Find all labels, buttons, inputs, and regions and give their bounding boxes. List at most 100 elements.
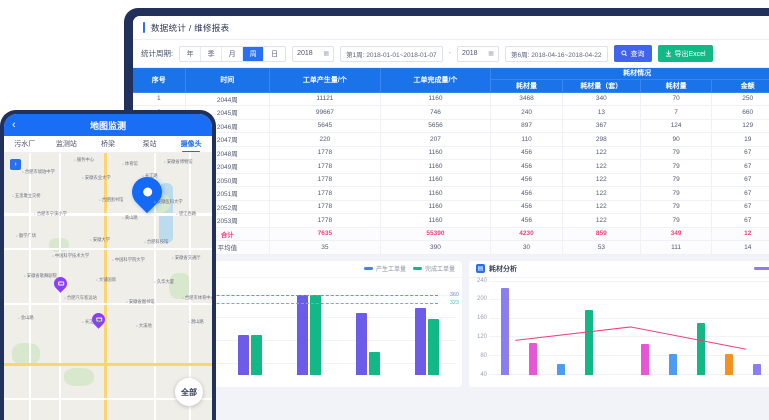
bar-3[interactable]: [557, 364, 565, 375]
all-filter-button[interactable]: 全部: [175, 378, 203, 406]
bar-2[interactable]: [529, 342, 537, 375]
bar-8[interactable]: [697, 323, 705, 375]
table-row: 1 2044周 11121 1160 3468 340 70 250: [133, 92, 769, 106]
tab-sewage-plant[interactable]: 污水厂: [14, 141, 36, 148]
period-segmented-control[interactable]: 年 季 月 周 日: [179, 45, 287, 62]
camera-marker-1[interactable]: [51, 274, 70, 294]
chevron-right-icon[interactable]: ›: [10, 159, 21, 170]
map-poi-label: 安徽大学: [90, 237, 110, 243]
th-time[interactable]: 时间: [185, 68, 271, 93]
breadcrumb: 数据统计 / 维修报表: [133, 16, 769, 40]
cell-3: 390: [380, 240, 492, 255]
bar-pair[interactable]: [296, 282, 321, 375]
tab-monitor-station[interactable]: 监测站: [55, 141, 77, 148]
cell-2: 1778: [269, 159, 381, 174]
bar-7[interactable]: [669, 353, 677, 375]
map-green-area: [64, 368, 94, 386]
bar-9[interactable]: [725, 354, 733, 375]
mobile-header: ‹ 地图监测: [4, 114, 212, 136]
bar-产生工单量[interactable]: [355, 312, 367, 375]
map-poi-label: 金山路: [18, 315, 34, 321]
th-sub-2[interactable]: 耗材量（套）: [562, 79, 641, 93]
tab-pump-station[interactable]: 泵站: [142, 141, 157, 148]
bar-6[interactable]: [641, 344, 649, 375]
bar-产生工单量[interactable]: [414, 308, 426, 375]
period-option-year[interactable]: 年: [180, 46, 202, 61]
end-year-value: 2018: [461, 50, 478, 57]
bar-产生工单量[interactable]: [296, 294, 308, 375]
th-completed[interactable]: 工单完成量/个: [380, 68, 492, 93]
end-week-range[interactable]: 第6周: 2018-04-16~2018-04-22: [504, 45, 608, 62]
period-option-month[interactable]: 月: [222, 46, 244, 61]
y-tick-120: 120: [476, 333, 487, 340]
y-axis: 40 80 120 160 200 240: [469, 278, 489, 378]
legend-completed[interactable]: 完成工单量: [412, 264, 455, 273]
period-option-quarter[interactable]: 季: [201, 46, 223, 61]
bar-1[interactable]: [501, 287, 509, 375]
consumable-chart-legend: [754, 267, 769, 270]
bar-产生工单量[interactable]: [238, 334, 250, 375]
table-row: 102053周177811604561227967: [133, 213, 769, 228]
legend-created[interactable]: 产生工单量: [363, 264, 406, 273]
cell-4: 4230: [490, 227, 563, 241]
cell-2: 7635: [269, 227, 381, 241]
start-week-range[interactable]: 第1周: 2018-01-01~2018-01-07: [340, 45, 443, 62]
cell-0: 1: [133, 92, 186, 106]
bar-10[interactable]: [753, 363, 761, 375]
start-year-picker[interactable]: 2018 ▦: [292, 45, 335, 62]
bar-pair[interactable]: [238, 282, 263, 375]
cell-6: 349: [640, 227, 713, 241]
gridline: [489, 299, 769, 301]
tab-camera[interactable]: 摄像头: [170, 136, 212, 152]
legend-consumable[interactable]: [754, 267, 769, 270]
map-poi-label: 合肥市琥珀中学: [22, 169, 55, 175]
table-head: 序号 时间 工单产生量/个 工单完成量/个 耗材情况 耗材量 耗材量（套） 耗材…: [133, 68, 769, 93]
gridline: [160, 363, 456, 364]
gridline: [160, 317, 456, 319]
period-option-day[interactable]: 日: [264, 46, 286, 61]
period-option-week[interactable]: 周: [243, 46, 265, 61]
range-separator: -: [448, 50, 451, 57]
th-group-consumables[interactable]: 耗材情况: [490, 68, 769, 80]
th-index[interactable]: 序号: [133, 68, 186, 93]
th-sub-3[interactable]: 耗材量: [640, 79, 713, 93]
map-poi-label: 安徽医科大学: [154, 199, 183, 205]
map-poi-label: 合肥图书馆: [99, 197, 123, 203]
map-poi-label: 合肥市宁溪小学: [34, 211, 67, 217]
bar-完成工单量[interactable]: [309, 294, 321, 375]
end-year-picker[interactable]: 2018 ▦: [456, 45, 499, 62]
bar-4[interactable]: [585, 310, 593, 375]
map-view[interactable]: › 全部 服务中心体育馆 安徽省博物馆合肥市琥珀中学安徽农业大学 长江路五里墩立交桥…: [4, 153, 212, 420]
cell-3: 746: [380, 105, 492, 120]
mobile-page-title: 地图监测: [89, 120, 126, 131]
th-sub-1[interactable]: 耗材量: [490, 79, 563, 93]
bar-pair[interactable]: [355, 282, 380, 375]
y-tick-160: 160: [476, 315, 487, 322]
cell-5: 13: [562, 105, 641, 120]
bar-container: [491, 282, 769, 375]
breadcrumb-text: 数据统计 / 维修报表: [151, 22, 230, 33]
bar-完成工单量[interactable]: [427, 319, 439, 375]
cell-3: 207: [380, 132, 492, 147]
cell-7: 67: [711, 200, 769, 214]
bar-完成工单量[interactable]: [368, 352, 380, 375]
tab-bridge[interactable]: 桥梁: [100, 141, 115, 148]
map-poi-label: 大溪地: [136, 323, 152, 329]
table-total-row: 合计 7635 55390 4230 859 349 12: [133, 227, 769, 241]
map-poi-label: 中国科学院大学: [112, 257, 145, 263]
start-week-range-text: 第1周: 2018-01-01~2018-01-07: [346, 51, 437, 59]
cell-2: 1778: [269, 200, 381, 214]
export-excel-button[interactable]: 导出Excel: [657, 45, 713, 62]
cell-2: 1778: [269, 186, 381, 201]
bar-完成工单量[interactable]: [251, 334, 263, 375]
current-location-pin[interactable]: [125, 170, 169, 215]
th-created[interactable]: 工单产生量/个: [269, 68, 381, 93]
search-button[interactable]: 查询: [613, 45, 652, 62]
back-chevron-icon[interactable]: ‹: [12, 118, 16, 131]
bar-pair[interactable]: [414, 282, 439, 375]
map-poi-label: 安徽省图书馆: [126, 299, 155, 305]
th-sub-4[interactable]: 金额: [711, 79, 769, 93]
cell-5: 298: [562, 132, 641, 147]
cell-3: 1160: [380, 159, 492, 174]
